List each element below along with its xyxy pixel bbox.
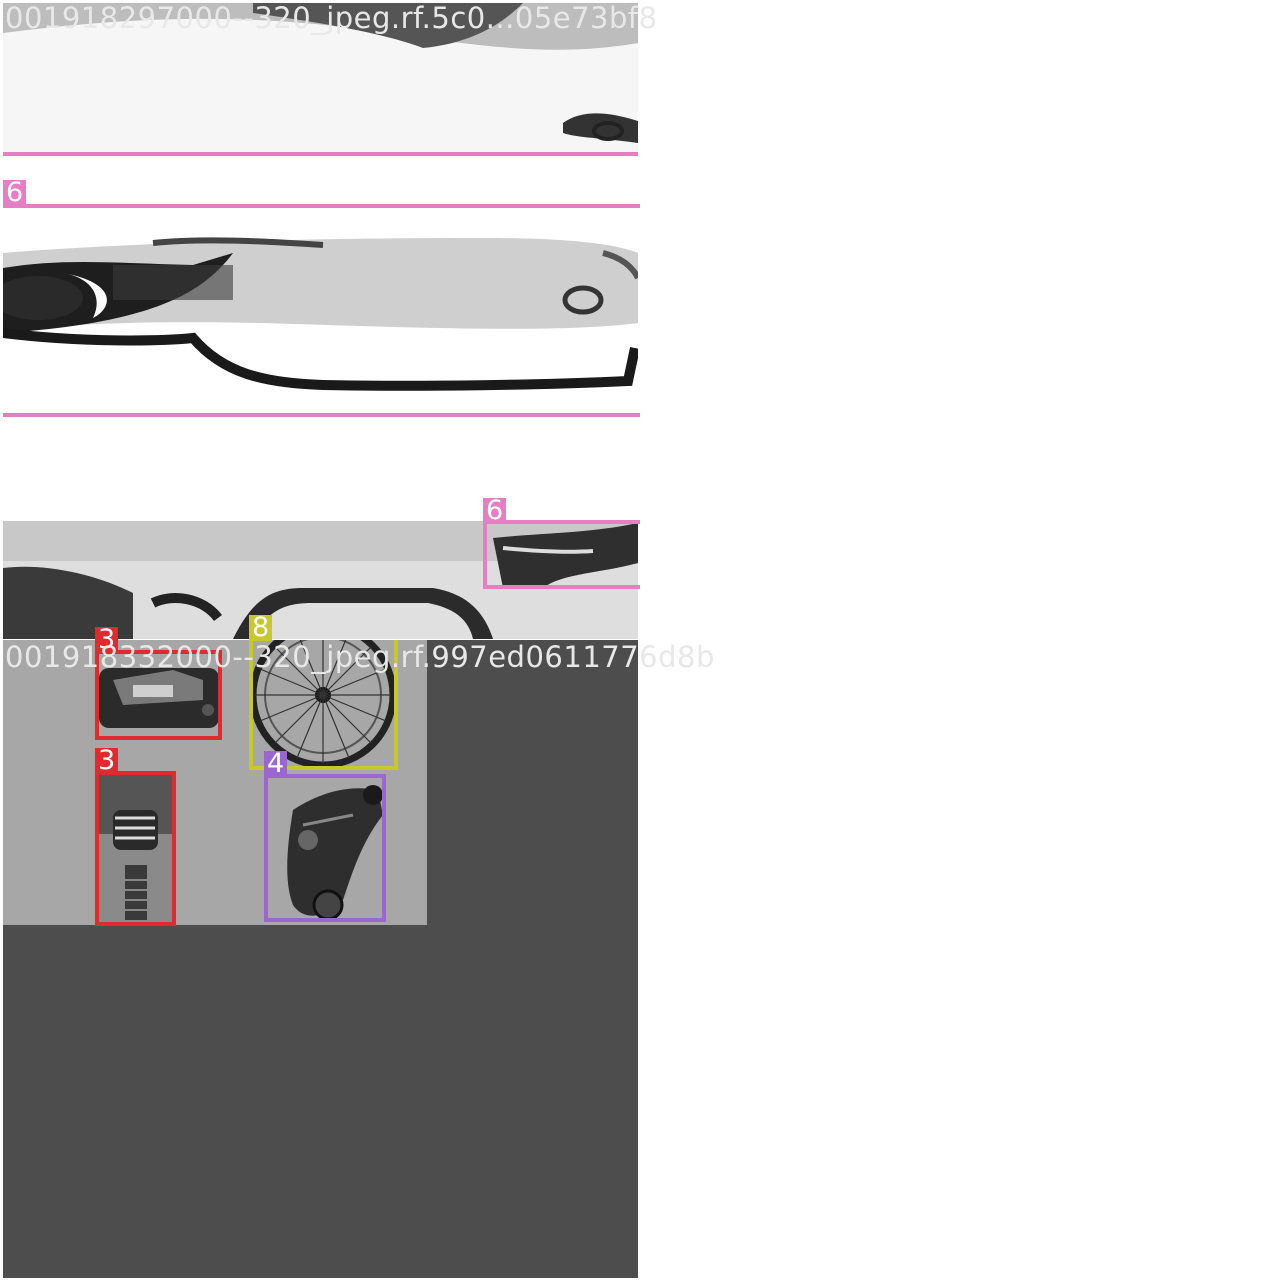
- bbox-label: 6: [3, 179, 27, 206]
- parts-photo: [3, 640, 427, 925]
- bbox-label: 3: [95, 626, 119, 653]
- bbox-6: [3, 0, 638, 156]
- bbox-8: [249, 640, 398, 770]
- bbox-3: [95, 650, 222, 740]
- bbox-6: [3, 204, 640, 417]
- bbox-label: 6: [483, 497, 507, 524]
- tile-filename: 001918297000--320_jpeg.rf.5c0...05e73bf8: [5, 1, 658, 35]
- mosaic-tile-saddle: [3, 3, 638, 639]
- bbox-4: [264, 774, 386, 922]
- bbox-label: 4: [264, 750, 288, 777]
- tile-filename: 001918332000--320_jpeg.rf.997ed0611776d8…: [5, 640, 715, 674]
- bbox-label: 8: [249, 614, 273, 641]
- bbox-6: [483, 520, 640, 589]
- mosaic-tile-parts: [3, 640, 638, 1278]
- bbox-3: [95, 771, 176, 926]
- bbox-label: 3: [95, 747, 119, 774]
- saddle-photo: [3, 3, 638, 639]
